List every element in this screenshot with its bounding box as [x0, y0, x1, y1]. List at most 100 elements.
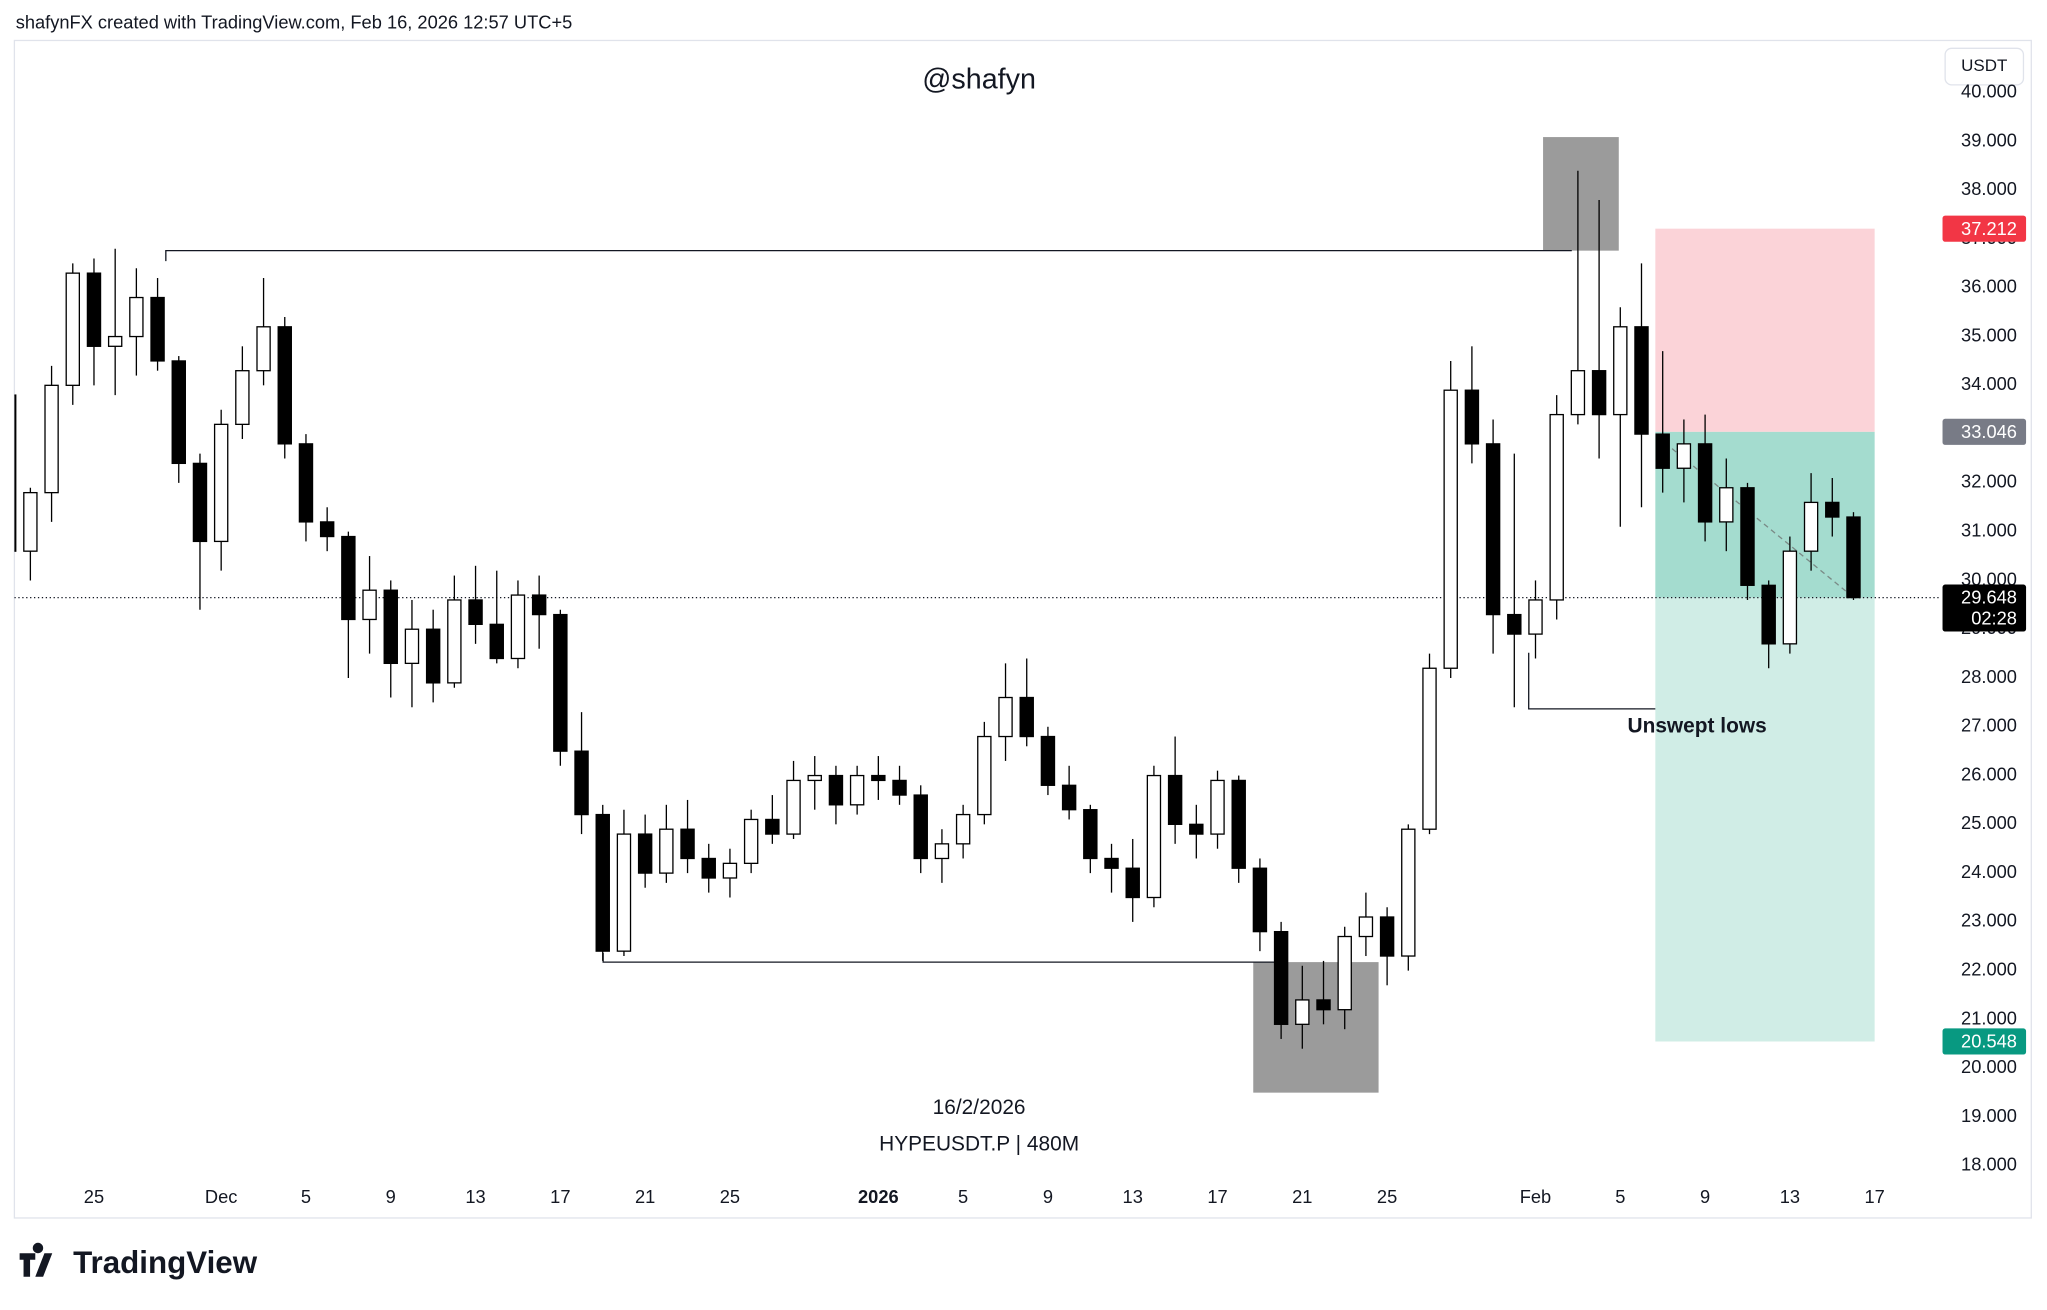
- candle-body: [1231, 779, 1246, 869]
- candle-body: [1167, 774, 1183, 825]
- x-tick-label: 13: [1123, 1186, 1143, 1207]
- candle-body: [934, 843, 950, 860]
- plot-background: [14, 137, 1940, 1093]
- y-tick-label: 30.000: [1961, 568, 2017, 589]
- candle-body: [447, 599, 462, 684]
- candle-body: [192, 462, 208, 543]
- candle-body: [1655, 433, 1670, 469]
- y-tick-label: 26.000: [1961, 763, 2017, 784]
- candle-body: [319, 521, 335, 538]
- x-tick-label: 25: [84, 1186, 104, 1207]
- candle-body: [1464, 389, 1480, 445]
- candle-body: [743, 818, 759, 865]
- candle-body: [86, 272, 102, 347]
- candle-body: [998, 696, 1013, 738]
- candle-body: [849, 774, 865, 806]
- candle-body: [765, 818, 780, 835]
- y-tick-label: 35.000: [1961, 324, 2017, 345]
- candle-body: [23, 491, 38, 552]
- x-tick-label: 9: [1700, 1186, 1710, 1207]
- y-tick-label: 39.000: [1961, 129, 2017, 150]
- candle-body: [786, 779, 801, 835]
- y-tick-label: 36.000: [1961, 276, 2017, 297]
- x-tick-label: 21: [1292, 1186, 1312, 1207]
- plot: [14, 170, 1861, 1049]
- candle-body: [213, 423, 229, 543]
- candle-body: [150, 296, 165, 362]
- candle-body: [510, 594, 526, 660]
- candle-body: [553, 613, 568, 752]
- candle-body: [616, 833, 632, 952]
- candle-body: [1570, 370, 1586, 416]
- candle-body: [298, 443, 314, 523]
- candle-body: [680, 828, 695, 860]
- candle-body: [1803, 501, 1819, 552]
- candle-body: [1189, 823, 1204, 835]
- candle-body: [129, 296, 144, 338]
- candle-body: [468, 599, 483, 625]
- header: shafynFX created with TradingView.com, F…: [16, 11, 573, 32]
- x-tick-label: Dec: [205, 1186, 237, 1207]
- candle-body: [425, 628, 441, 684]
- x-tick-label: 9: [1043, 1186, 1053, 1207]
- candle-body: [1125, 867, 1140, 899]
- candle-body: [1634, 326, 1649, 435]
- candle-body: [1549, 413, 1564, 601]
- y-tick-label: 34.000: [1961, 373, 2017, 394]
- candle-body: [1379, 916, 1395, 957]
- candle-body: [256, 326, 271, 372]
- candle-body: [1019, 696, 1034, 738]
- countdown: 02:28: [1971, 608, 2017, 629]
- y-tick-label: 40.000: [1961, 80, 2017, 101]
- candle-body: [1443, 389, 1458, 669]
- candle-body: [1104, 857, 1119, 869]
- candle-body: [1422, 667, 1437, 830]
- candle-body: [871, 774, 886, 782]
- x-tick-label: 17: [550, 1186, 570, 1207]
- candle-body: [659, 828, 674, 874]
- candle-body: [65, 272, 81, 386]
- candle-body: [14, 394, 17, 552]
- x-tick-label: 25: [1377, 1186, 1397, 1207]
- candle-body: [1591, 370, 1607, 416]
- candle-body: [1252, 867, 1268, 933]
- candle-body: [595, 813, 610, 952]
- candle-body: [1761, 584, 1776, 645]
- candle-body: [892, 779, 907, 796]
- candle-body: [1676, 443, 1692, 469]
- candle-body: [1613, 326, 1628, 416]
- watermark: @shafyn: [922, 64, 1036, 96]
- entry-tag-box: [1942, 418, 2027, 445]
- candle-body: [1507, 613, 1522, 635]
- entry-tag: 33.046: [1961, 421, 2017, 442]
- y-tick-label: 25.000: [1961, 812, 2017, 833]
- y-tick-label: 21.000: [1961, 1007, 2017, 1028]
- candle-body: [1083, 809, 1098, 860]
- candle-body: [489, 623, 504, 660]
- y-tick-label: 22.000: [1961, 958, 2017, 979]
- candle-body: [1740, 487, 1755, 586]
- x-tick-label: Feb: [1520, 1186, 1551, 1207]
- x-tick-label: 17: [1207, 1186, 1227, 1207]
- y-tick-label: 20.000: [1961, 1056, 2017, 1077]
- x-tick-label: 9: [386, 1186, 396, 1207]
- demand-box: [1253, 962, 1379, 1093]
- logo: TradingView: [19, 1242, 258, 1280]
- stop-tag-box: [1942, 215, 2027, 242]
- symbol: HYPEUSDT.P | 480M: [879, 1132, 1079, 1155]
- candle-body: [171, 360, 186, 465]
- y-tick-label: 24.000: [1961, 861, 2017, 882]
- axes: 18.000 19.000 20.000 21.000 22.000 23.000 24.0…: [84, 80, 2027, 1207]
- x-tick-label: 13: [465, 1186, 485, 1207]
- candle-body: [807, 774, 822, 782]
- x-tick-label: 2026: [858, 1186, 899, 1207]
- x-tick-label: 17: [1865, 1186, 1885, 1207]
- x-tick-label: 5: [958, 1186, 968, 1207]
- candle-body: [1273, 930, 1289, 1025]
- annotation: Unswept lows: [1628, 715, 1767, 738]
- y-tick-label: 19.000: [1961, 1105, 2017, 1126]
- candle-body: [977, 735, 992, 816]
- candle-body: [235, 370, 250, 426]
